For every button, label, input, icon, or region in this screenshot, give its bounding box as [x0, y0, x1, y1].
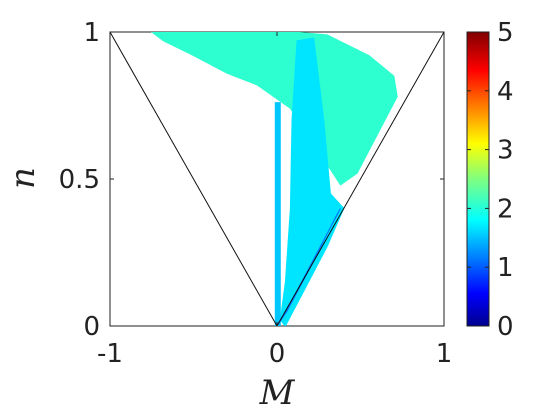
colorbar	[466, 31, 490, 327]
plot-area	[110, 32, 444, 326]
x-tick-label: 0	[269, 339, 286, 369]
colorbar-ticks: 0 1 2 3 4 5	[467, 18, 514, 342]
data-region-2	[279, 37, 345, 326]
x-tick-label: -1	[97, 339, 123, 369]
colorbar-tick-label: 3	[497, 136, 514, 166]
y-axis-label: n	[3, 167, 43, 189]
axis-ticks	[109, 31, 445, 327]
y-tick-label: 0	[83, 312, 100, 342]
colorbar-tick-label: 5	[497, 18, 514, 48]
colorbar-tick-label: 2	[497, 194, 514, 224]
colorbar-tick-label: 4	[497, 77, 514, 107]
y-tick-label: 0.5	[59, 165, 100, 195]
boundary-line-1	[110, 32, 278, 326]
data-region-1	[150, 32, 398, 186]
y-tick-label: 1	[83, 18, 100, 48]
x-axis-label: M	[259, 373, 296, 413]
data-region-3	[274, 102, 281, 326]
x-tick-label: 1	[436, 339, 453, 369]
axis-tick-labels: -1 0 100.51	[59, 18, 453, 369]
colorbar-tick-label: 1	[497, 253, 514, 283]
boundary-line-2	[276, 32, 444, 326]
colorbar-tick-label: 0	[497, 312, 514, 342]
